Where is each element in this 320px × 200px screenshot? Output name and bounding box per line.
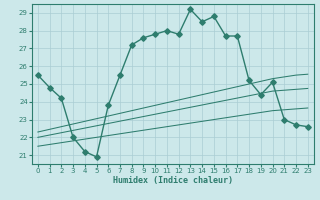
X-axis label: Humidex (Indice chaleur): Humidex (Indice chaleur) bbox=[113, 176, 233, 185]
